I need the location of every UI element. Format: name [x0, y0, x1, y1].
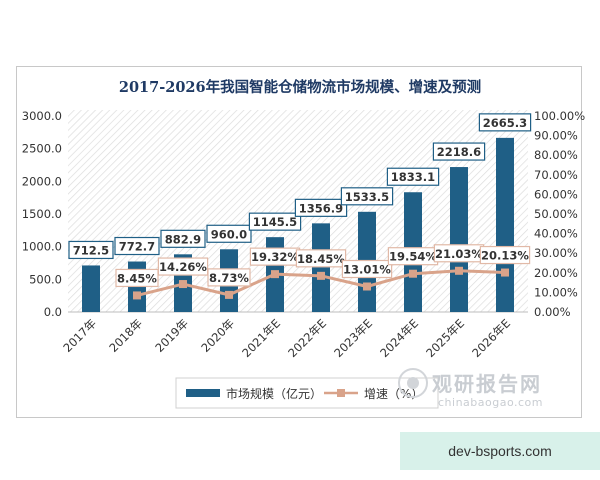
footer-site-badge: dev-bsports.com	[400, 432, 600, 470]
x-axis-category-label: 2022年E	[285, 316, 329, 360]
x-axis-category-label: 2018年	[106, 316, 145, 355]
bar-value-label: 1833.1	[391, 170, 435, 184]
right-axis-tick-label: 0.00%	[534, 305, 571, 319]
bar-value-label: 2665.3	[483, 116, 527, 130]
bar	[82, 265, 100, 312]
growth-value-box	[295, 249, 347, 268]
line-point	[133, 291, 141, 300]
bar-value-label: 1145.5	[253, 215, 297, 229]
growth-value-label: 8.73%	[209, 271, 249, 285]
x-axis-labels: 2017年 2018年 2019年 2020年 2021年E 2022年E 2023年E 20…	[60, 316, 513, 360]
growth-value-box	[341, 259, 393, 279]
growth-value-label: 14.26%	[159, 260, 207, 274]
line-point	[271, 270, 279, 279]
right-axis: 0.00% 10.00% 20.00% 30.00% 40.00% 50.00% 60.00…	[534, 109, 585, 319]
x-axis-category-label: 2019年	[152, 316, 191, 355]
x-axis-category-label: 2024年E	[377, 316, 421, 360]
bar-value-box	[248, 212, 302, 231]
growth-value-label: 18.45%	[297, 252, 345, 266]
bar-value-box	[432, 142, 486, 161]
line-point	[179, 280, 187, 289]
growth-value-label: 20.13%	[481, 249, 529, 263]
bar	[450, 167, 468, 312]
bar-value-label: 1533.5	[345, 190, 389, 204]
bar-value-box	[114, 236, 160, 256]
legend: 市场规模（亿元） 增速（%）	[175, 377, 439, 409]
line-point	[409, 269, 417, 278]
bar-value-box	[206, 224, 252, 243]
right-axis-tick-label: 10.00%	[534, 285, 578, 299]
line-point	[317, 271, 325, 280]
left-axis-tick-label: 1000.0	[22, 240, 62, 254]
legend-line-marker	[337, 389, 345, 397]
bar	[312, 223, 330, 312]
right-axis-tick-label: 90.00%	[534, 129, 578, 143]
left-axis-tick-label: 3000.0	[22, 109, 62, 123]
bar-value-label: 2218.6	[437, 145, 481, 159]
right-axis-tick-label: 60.00%	[534, 187, 578, 201]
right-axis-tick-label: 20.00%	[534, 266, 578, 280]
growth-value-box	[479, 245, 531, 265]
legend-bar-swatch	[186, 389, 220, 397]
bar-value-label: 772.7	[119, 240, 155, 254]
bar-value-box	[386, 167, 440, 186]
bar-value-box	[340, 187, 394, 206]
watermark-logo-icon	[398, 368, 428, 398]
bar-value-box	[160, 229, 206, 248]
line-point	[225, 290, 233, 299]
watermark-url: chinabaogao.com	[438, 396, 543, 409]
growth-value-box	[115, 268, 159, 288]
line-series	[133, 266, 509, 300]
growth-value-box	[157, 257, 209, 276]
bar-value-box	[478, 113, 532, 132]
x-axis-category-label: 2026年E	[469, 316, 513, 360]
right-axis-tick-label: 30.00%	[534, 246, 578, 260]
bar	[496, 137, 514, 312]
growth-value-label: 13.01%	[343, 263, 391, 277]
left-axis-tick-label: 2500.0	[22, 142, 62, 156]
bar-value-label: 882.9	[165, 232, 201, 246]
line-point	[455, 266, 463, 275]
chart-title: 2017-2026年我国智能仓储物流市场规模、增速及预测	[119, 78, 481, 96]
growth-value-label: 19.32%	[251, 250, 299, 264]
watermark-title: 观研报告网	[432, 372, 542, 396]
bar-value-label: 1356.9	[299, 201, 343, 215]
bar-value-box	[68, 240, 114, 260]
left-axis-tick-label: 2000.0	[22, 174, 62, 188]
left-axis-tick-label: 500.0	[29, 272, 62, 286]
right-axis-tick-label: 80.00%	[534, 148, 578, 162]
x-axis-category-label: 2021年E	[239, 316, 283, 360]
left-axis-tick-label: 1500.0	[22, 207, 62, 221]
left-axis-tick-label: 0.0	[44, 305, 62, 319]
right-axis-tick-label: 100.00%	[534, 109, 585, 123]
legend-bar-label: 市场规模（亿元）	[226, 386, 322, 401]
x-axis-category-label: 2017年	[60, 316, 99, 355]
growth-value-label: 19.54%	[389, 250, 437, 264]
right-axis-tick-label: 70.00%	[534, 168, 578, 182]
growth-value-label: 8.45%	[117, 271, 157, 285]
right-axis-tick-label: 40.00%	[534, 227, 578, 241]
right-axis-tick-label: 50.00%	[534, 207, 578, 221]
x-axis-category-label: 2023年E	[331, 316, 375, 360]
line-point	[363, 282, 371, 291]
growth-value-label: 21.03%	[435, 247, 483, 261]
bar-value-box	[294, 198, 348, 217]
line-point	[501, 268, 509, 277]
growth-value-box	[207, 268, 251, 287]
bar-value-label: 712.5	[73, 243, 109, 257]
x-axis-category-label: 2020年	[198, 316, 237, 355]
x-axis-category-label: 2025年E	[423, 316, 467, 360]
bar-value-label: 960.0	[211, 227, 247, 241]
